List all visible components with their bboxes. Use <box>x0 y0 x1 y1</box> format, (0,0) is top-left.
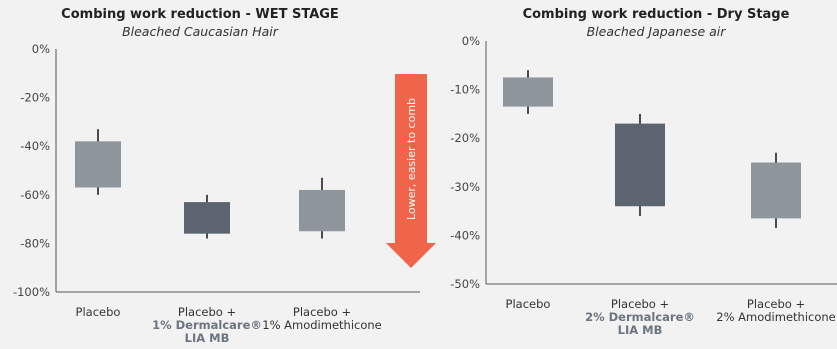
y-tick-label: -30% <box>450 180 480 194</box>
category-label: Placebo + <box>747 297 805 311</box>
y-tick-label: 0% <box>32 42 50 56</box>
category-label-product: LIA MB <box>185 331 230 345</box>
y-tick-label: -80% <box>20 236 50 250</box>
y-tick-label: -20% <box>20 91 50 105</box>
arrow-down-icon <box>386 243 436 268</box>
category-label: Placebo <box>76 305 121 319</box>
y-tick-label: -10% <box>450 83 480 97</box>
arrow-shaft <box>395 74 427 244</box>
category-label: Placebo + <box>611 297 669 311</box>
range-bar <box>503 77 553 107</box>
category-label: Placebo + <box>178 305 236 319</box>
y-tick-label: -20% <box>450 131 480 145</box>
range-bar <box>184 202 230 234</box>
y-tick-label: -40% <box>450 228 480 242</box>
category-label-product: 2% Dermalcare® <box>585 310 695 324</box>
range-bar <box>299 189 345 232</box>
chart-subtitle: Bleached Caucasian Hair <box>122 24 279 39</box>
chart-subtitle: Bleached Japanese air <box>587 24 727 39</box>
y-tick-label: -40% <box>20 139 50 153</box>
y-tick-label: -100% <box>13 285 50 299</box>
category-label-product: 1% Dermalcare® <box>152 318 262 332</box>
category-label: 1% Amodimethicone <box>262 318 382 332</box>
category-label: 2% Amodimethicone <box>716 310 836 324</box>
range-bar <box>75 141 121 188</box>
category-label-product: LIA MB <box>618 323 663 337</box>
category-label: Placebo <box>506 297 551 311</box>
arrow-label: Lower, easier to comb <box>405 98 418 220</box>
y-tick-label: -60% <box>20 188 50 202</box>
chart-title: Combing work reduction - Dry Stage <box>523 7 790 22</box>
y-tick-label: 0% <box>462 34 480 48</box>
range-bar <box>751 162 801 219</box>
category-label: Placebo + <box>293 305 351 319</box>
range-bar <box>615 123 665 207</box>
y-tick-label: -50% <box>450 277 480 291</box>
chart-title: Combing work reduction - WET STAGE <box>61 7 339 22</box>
